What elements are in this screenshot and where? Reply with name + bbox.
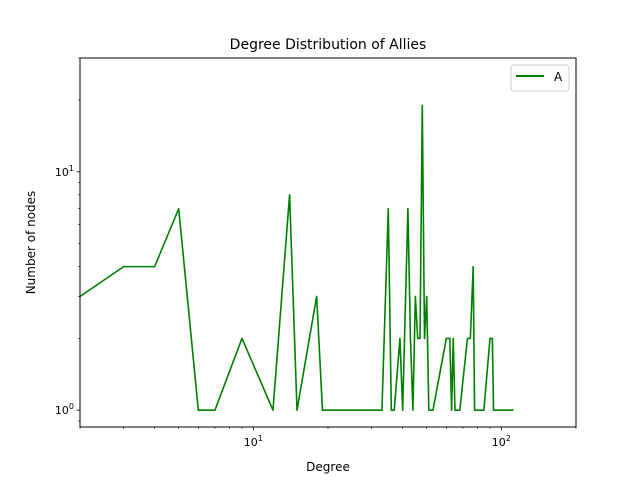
- plot-frame: [79, 57, 577, 428]
- x-axis: 101 102: [79, 427, 577, 449]
- x-tick-label: 102: [492, 434, 511, 449]
- y-tick-label: 101: [55, 164, 74, 179]
- y-axis-label: Number of nodes: [24, 191, 38, 295]
- legend: A: [510, 64, 570, 92]
- chart-title: Degree Distribution of Allies: [230, 37, 427, 53]
- legend-label: A: [554, 70, 563, 84]
- y-axis: 100 101: [55, 57, 80, 422]
- y-tick-label: 100: [55, 402, 74, 417]
- plot-layer: [80, 104, 514, 411]
- legend-box: [510, 64, 570, 92]
- x-tick-label: 101: [244, 434, 263, 449]
- series-line-0: [80, 104, 514, 411]
- x-axis-label: Degree: [306, 460, 350, 474]
